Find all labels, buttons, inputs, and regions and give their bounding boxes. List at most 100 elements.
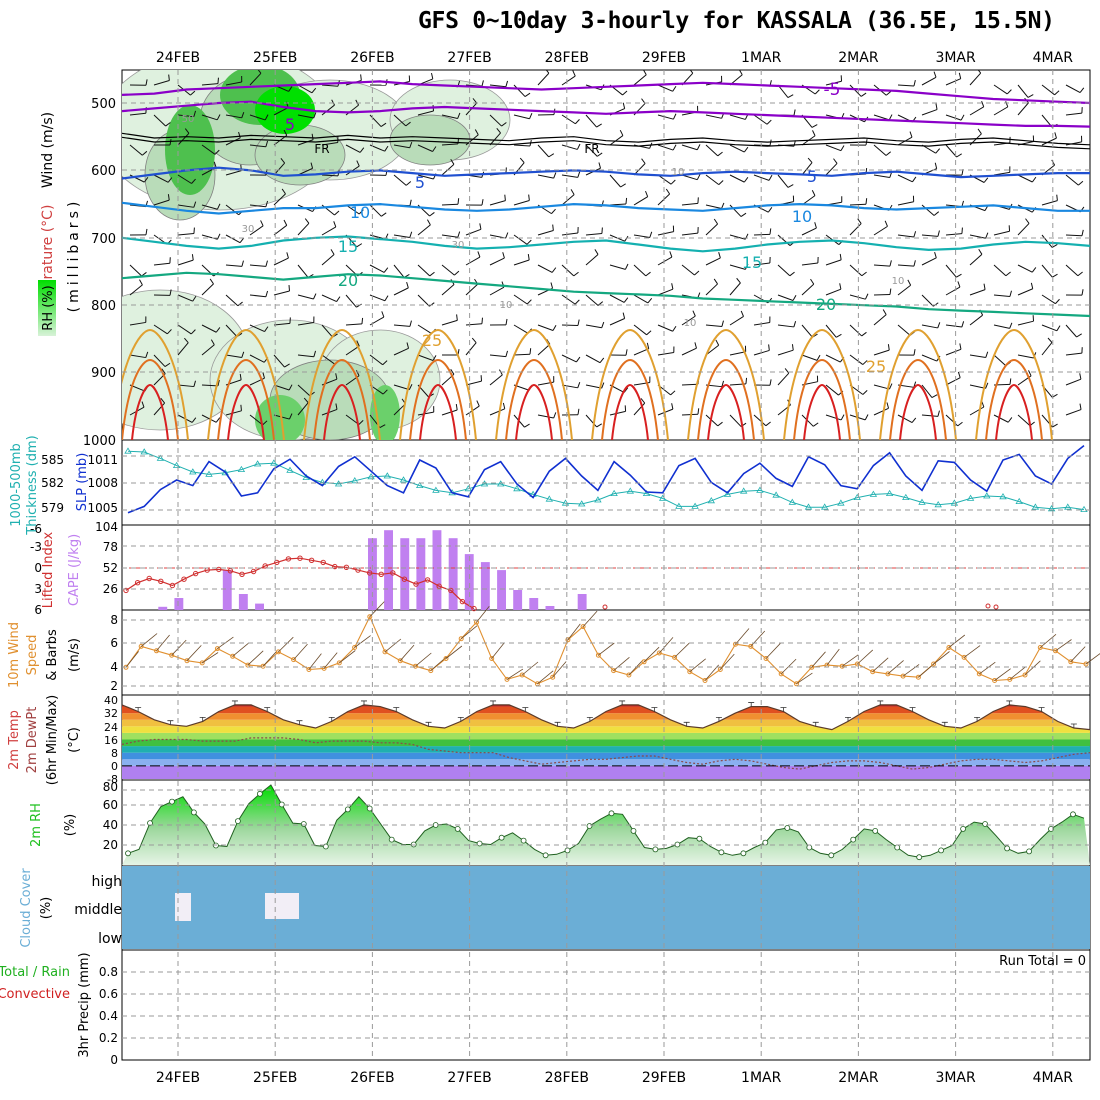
wind-barb-flag — [529, 348, 532, 355]
wind-barb — [201, 414, 217, 423]
pressure-tick: 600 — [91, 164, 116, 179]
wind-barb — [465, 256, 481, 266]
wind-barb — [321, 104, 335, 116]
ylabel-slp: SLP (mb) — [75, 453, 90, 512]
thickness-tick: 585 — [41, 453, 64, 467]
wind-barb-flag — [935, 148, 941, 154]
wind-barb-flag — [810, 278, 815, 285]
temp-contour-25 — [495, 328, 573, 440]
thickness-point — [691, 502, 699, 509]
wind-barb-flag — [383, 267, 389, 273]
wind-barb — [1065, 112, 1082, 116]
li-point — [602, 604, 608, 610]
wind-barb-flag — [814, 89, 820, 95]
wind-barb — [585, 232, 602, 236]
wind-barb — [1009, 666, 1026, 680]
wind-barb — [489, 408, 505, 416]
wind-barb-flag — [1055, 298, 1060, 304]
wind-barb — [921, 257, 937, 266]
wind-barb-flag — [570, 189, 575, 195]
wind-barb-flag — [985, 382, 989, 389]
wind-barb — [177, 114, 194, 118]
wind-barb — [849, 223, 862, 236]
wind-speed-point — [778, 671, 784, 677]
wind-barb — [465, 228, 482, 236]
wind-barb-flag — [214, 149, 220, 155]
wind-barb — [537, 230, 554, 236]
pressure-tick: 500 — [91, 97, 116, 112]
wind-barb — [171, 639, 187, 656]
wind-barb-flag — [596, 123, 602, 128]
wind-barb-flag — [594, 249, 599, 255]
wind-barb-flag — [382, 389, 388, 395]
temp-contour-35 — [419, 383, 457, 440]
wind-barb-flag — [577, 171, 581, 178]
thickness-point — [966, 494, 975, 501]
wind-barb — [841, 654, 859, 667]
wind-barb — [633, 74, 647, 86]
wind-barb-flag — [889, 288, 892, 295]
wind-barb-flag — [430, 72, 434, 80]
rh-point — [850, 836, 857, 843]
ylabel-speed: Speed — [25, 635, 40, 676]
wind-barb-flag — [141, 401, 145, 408]
wind-barb — [345, 204, 360, 215]
pressure-tick: 900 — [91, 366, 116, 381]
wind-barb — [177, 233, 194, 236]
wind-barb-flag — [260, 220, 264, 227]
wind-barb — [993, 84, 1008, 95]
wind-barb-flag — [793, 321, 797, 328]
temp-band — [122, 759, 1090, 766]
temp-contour-25 — [975, 328, 1053, 440]
wind-barb — [369, 204, 382, 217]
wind-barb-flag — [619, 129, 624, 136]
contour-label: FR — [584, 142, 599, 156]
thickness-point — [869, 490, 878, 497]
wind-barb-flag — [839, 283, 842, 290]
wind-barb — [735, 628, 750, 645]
rh-point — [960, 826, 966, 832]
wind-barb — [1017, 102, 1029, 116]
wind-barb-flag — [481, 80, 484, 87]
minmax-marker — [1006, 700, 1013, 705]
wind-barb-flag — [577, 381, 581, 388]
wind-barb — [777, 174, 789, 188]
wind-barb-flag — [816, 354, 821, 361]
wind-barb — [801, 324, 813, 338]
wind-barb-flag — [355, 370, 360, 376]
wind-barb — [232, 642, 249, 657]
wind-barb-flag — [240, 404, 242, 411]
slp-line — [127, 444, 1085, 514]
wind-barb — [129, 321, 146, 326]
wind-barb-flag — [599, 357, 605, 363]
ylabel-thickness-units: Thickness (dm) — [25, 435, 40, 535]
wind-barb-flag — [528, 194, 530, 201]
wind-barb-flag — [335, 373, 338, 380]
minmax-marker — [393, 707, 400, 712]
wind-barb — [415, 652, 432, 667]
li-point — [343, 564, 350, 570]
wind-barb — [994, 668, 1011, 681]
wind-barb-flag — [670, 390, 676, 396]
contour-label: FR — [314, 142, 329, 156]
wind-barb-flag — [1027, 94, 1034, 98]
wind-barb — [249, 354, 265, 363]
wind-barb — [297, 402, 309, 416]
rh-point — [872, 828, 879, 834]
wind-barb — [897, 264, 914, 267]
wind-barb-flag — [217, 77, 219, 84]
contour-label: 25 — [422, 331, 442, 350]
wind-barb-flag — [405, 121, 411, 127]
wind-barb — [561, 354, 577, 363]
wind-barb-flag — [313, 112, 317, 119]
wind-barb — [393, 264, 405, 278]
wind-barb — [657, 231, 674, 236]
wind-barb — [963, 645, 981, 658]
wind-barb-flag — [209, 278, 214, 285]
wind-barb — [633, 324, 647, 336]
wind-barb — [1017, 264, 1033, 273]
cape-bar — [464, 554, 474, 610]
wind-barb-flag — [166, 329, 172, 335]
wind-barb — [948, 634, 966, 648]
